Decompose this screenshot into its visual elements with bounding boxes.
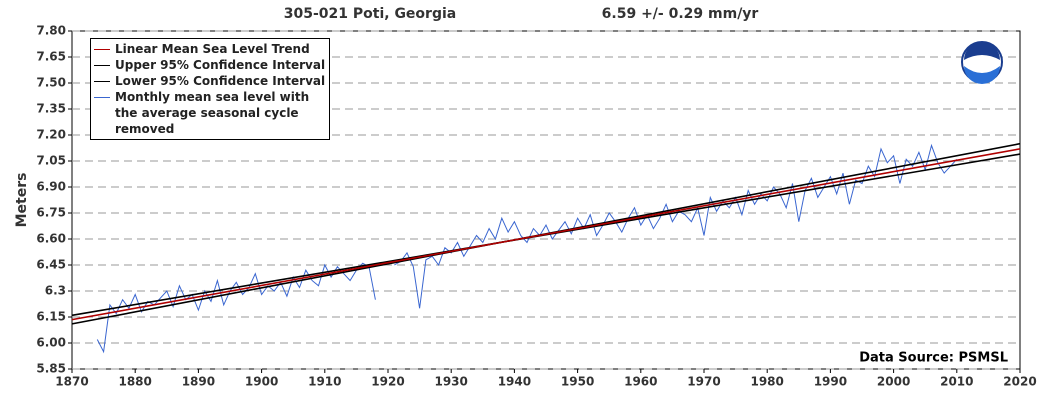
x-tick-label: 1970 <box>687 375 720 389</box>
y-tick-label: 5.85 <box>36 362 66 376</box>
y-tick-label: 7.05 <box>36 154 66 168</box>
legend-swatch <box>94 49 110 50</box>
legend-item: Monthly mean sea level with the average … <box>94 89 326 137</box>
chart-title: 305-021 Poti, Georgia <box>284 6 456 22</box>
y-tick-label: 6.00 <box>36 336 66 350</box>
legend-label: Lower 95% Confidence Interval <box>115 74 326 88</box>
x-tick-label: 1940 <box>498 375 531 389</box>
x-tick-label: 2020 <box>1003 375 1036 389</box>
legend-label: Linear Mean Sea Level Trend <box>115 42 310 56</box>
x-tick-label: 1920 <box>371 375 404 389</box>
noaa-logo <box>961 41 1003 84</box>
y-tick-label: 6.90 <box>36 180 66 194</box>
x-tick-label: 1910 <box>308 375 341 389</box>
x-tick-label: 1930 <box>434 375 467 389</box>
legend-item: Lower 95% Confidence Interval <box>94 73 326 89</box>
x-tick-label: 2000 <box>877 375 910 389</box>
y-tick-label: 7.50 <box>36 76 66 90</box>
y-tick-label: 7.65 <box>36 50 66 64</box>
x-tick-label: 1890 <box>182 375 215 389</box>
y-tick-label: 6.45 <box>36 258 66 272</box>
x-tick-label: 2010 <box>940 375 973 389</box>
annotation: Data Source: PSMSL <box>859 351 1008 366</box>
x-tick-label: 1960 <box>624 375 657 389</box>
legend-item: Upper 95% Confidence Interval <box>94 57 326 73</box>
x-tick-label: 1950 <box>561 375 594 389</box>
y-axis-label: Meters <box>14 173 30 228</box>
legend-swatch <box>94 65 110 66</box>
legend-item: Linear Mean Sea Level Trend <box>94 41 326 57</box>
legend-swatch <box>94 81 110 82</box>
x-tick-label: 1880 <box>118 375 151 389</box>
y-tick-label: 6.75 <box>36 206 66 220</box>
legend-swatch <box>94 97 110 98</box>
chart-subtitle: 6.59 +/- 0.29 mm/yr <box>602 6 759 22</box>
x-tick-label: 1990 <box>814 375 847 389</box>
y-tick-label: 6.15 <box>36 310 66 324</box>
y-tick-label: 7.80 <box>36 24 66 38</box>
x-tick-label: 1900 <box>245 375 278 389</box>
legend-label: Monthly mean sea level with the average … <box>115 90 310 136</box>
y-tick-label: 6.60 <box>36 232 66 246</box>
series-line <box>71 148 1021 321</box>
legend: Linear Mean Sea Level Trend Upper 95% Con… <box>90 38 330 140</box>
x-tick-label: 1980 <box>750 375 783 389</box>
y-tick-label: 6.3 <box>45 284 66 298</box>
x-tick-label: 1870 <box>55 375 88 389</box>
y-tick-label: 7.20 <box>36 128 66 142</box>
y-tick-label: 7.35 <box>36 102 66 116</box>
legend-label: Upper 95% Confidence Interval <box>115 58 326 72</box>
